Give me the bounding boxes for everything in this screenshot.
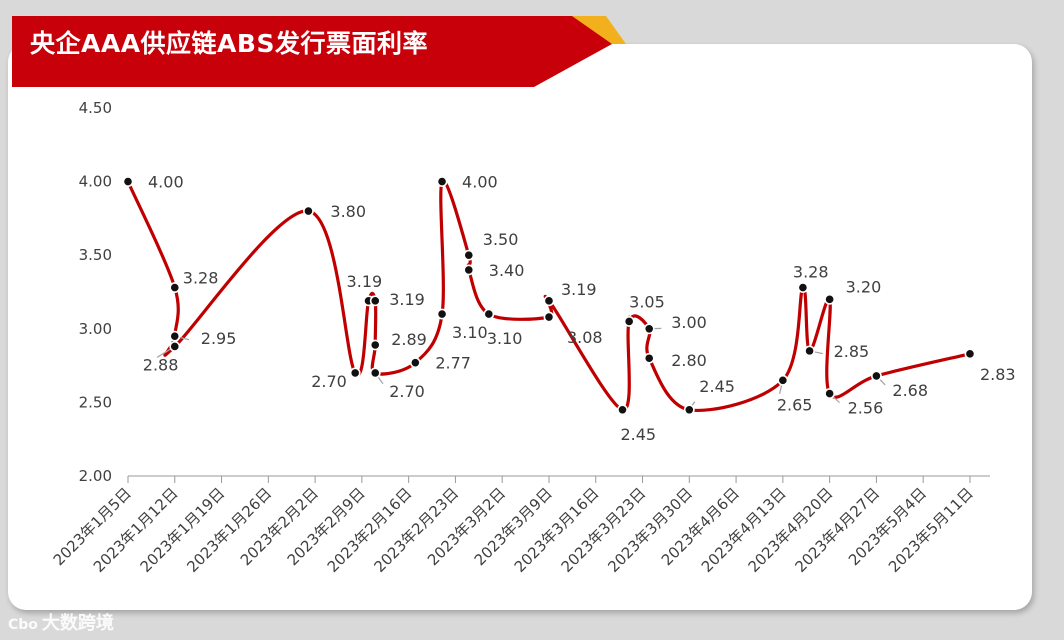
data-point <box>369 295 381 307</box>
data-point <box>643 352 655 364</box>
x-tick-label: 2023年1月5日 <box>50 484 135 569</box>
watermark-text: 大数跨境 <box>41 613 114 634</box>
x-tick-label: 2023年1月26日 <box>183 484 275 576</box>
data-label: 3.19 <box>561 280 597 299</box>
data-point <box>871 370 882 382</box>
chart-title: 央企AAA供应链ABS发行票面利率 <box>30 29 428 58</box>
title-banner <box>12 16 626 87</box>
data-point <box>483 308 495 320</box>
data-point <box>617 404 628 416</box>
x-tick-label: 2023年2月23日 <box>370 484 462 576</box>
data-point <box>643 323 655 335</box>
y-tick-label: 3.00 <box>79 320 112 338</box>
x-tick-label: 2023年4月13日 <box>698 484 790 576</box>
data-point <box>122 176 134 187</box>
data-point <box>369 339 381 351</box>
data-label: 2.70 <box>311 372 347 391</box>
data-label: 2.45 <box>620 425 656 444</box>
data-label: 4.00 <box>462 173 498 192</box>
data-label: 2.45 <box>699 377 735 396</box>
data-point <box>543 311 555 323</box>
data-label: 2.83 <box>980 365 1016 384</box>
data-point <box>824 293 836 305</box>
chart-card <box>8 44 1032 610</box>
data-point <box>169 341 181 352</box>
data-label: 3.10 <box>452 323 488 342</box>
data-label: 3.20 <box>846 277 882 296</box>
data-label: 2.56 <box>848 399 884 418</box>
data-label: 3.50 <box>483 230 519 249</box>
data-point <box>543 295 555 307</box>
data-label: 3.80 <box>330 202 366 221</box>
data-point <box>409 357 421 369</box>
data-point <box>349 367 361 379</box>
data-point <box>804 345 815 357</box>
x-tick-label: 2023年3月30日 <box>604 484 696 576</box>
data-label: 3.28 <box>183 269 219 288</box>
data-point <box>436 308 448 320</box>
data-point <box>777 374 789 386</box>
data-label: 2.88 <box>143 355 179 374</box>
y-tick-label: 4.50 <box>79 99 112 117</box>
data-label: 2.65 <box>777 395 813 414</box>
data-label: 2.70 <box>389 382 425 401</box>
data-label: 3.40 <box>489 261 525 280</box>
data-point <box>824 388 836 399</box>
data-label: 3.28 <box>793 263 829 282</box>
data-point <box>463 249 475 261</box>
data-point <box>623 316 635 327</box>
x-tick-label: 2023年2月16日 <box>324 484 416 576</box>
x-tick-label: 2023年3月23日 <box>558 484 650 576</box>
y-tick-label: 2.50 <box>79 393 112 411</box>
watermark: Cbo 大数跨境 <box>8 609 114 635</box>
data-label: 2.89 <box>391 330 427 349</box>
x-tick-label: 2023年4月20日 <box>745 484 837 576</box>
data-point <box>463 264 475 276</box>
data-point <box>169 330 181 342</box>
data-point <box>964 348 976 360</box>
data-point <box>369 367 381 379</box>
watermark-logo: Cbo <box>8 617 38 633</box>
data-label: 4.00 <box>148 173 184 192</box>
x-tick-label: 2023年3月16日 <box>511 484 603 576</box>
x-tick-label: 2023年1月19日 <box>137 484 229 576</box>
x-tick-label: 2023年4月27日 <box>791 484 883 576</box>
y-tick-label: 4.00 <box>79 173 112 191</box>
data-label: 3.05 <box>629 292 665 311</box>
data-label: 3.19 <box>389 290 425 309</box>
data-label: 3.00 <box>671 313 707 332</box>
data-label: 2.68 <box>892 381 928 400</box>
data-point <box>169 282 181 293</box>
data-point <box>436 176 448 187</box>
x-tick-label: 2023年5月11日 <box>885 484 977 576</box>
y-tick-label: 3.50 <box>79 246 112 264</box>
data-label: 2.95 <box>201 329 237 348</box>
data-label: 3.10 <box>487 329 523 348</box>
data-point <box>683 404 695 416</box>
data-label: 2.85 <box>834 342 870 361</box>
data-point <box>303 205 314 217</box>
y-tick-label: 2.00 <box>79 467 112 485</box>
data-label: 2.77 <box>435 354 471 373</box>
x-tick-label: 2023年1月12日 <box>90 484 182 576</box>
data-label: 2.80 <box>671 351 707 370</box>
data-label: 3.19 <box>347 272 383 291</box>
data-point <box>797 282 809 293</box>
data-label: 3.08 <box>567 328 603 347</box>
banner-background <box>12 16 612 87</box>
